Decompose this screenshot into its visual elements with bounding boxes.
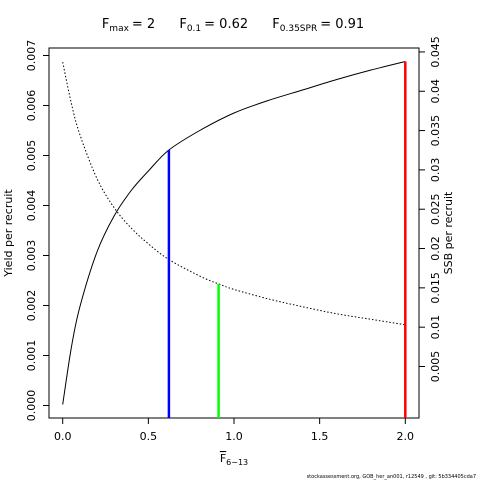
x-axis: 0.0 0.5 1.0 1.5 2.0 (54, 418, 414, 443)
plot-frame (48, 47, 420, 419)
y-axis-right-title: SSB per recruit (442, 191, 455, 274)
y-left-tick-label: 0.006 (25, 90, 38, 122)
y-left-tick-label: 0.005 (25, 140, 38, 172)
y-left-tick-label: 0.007 (25, 40, 38, 72)
yield-per-recruit-line (62, 61, 406, 405)
x-axis-title: F6−13 (220, 452, 248, 467)
title-f01-sub: 0.1 (187, 24, 201, 34)
x-tick-label: 0.5 (140, 430, 158, 443)
x-tick-label: 1.0 (225, 430, 243, 443)
y-right-tick-label: 0.04 (429, 79, 442, 104)
x-tick-label: 2.0 (397, 430, 415, 443)
y-left-tick-label: 0.000 (25, 390, 38, 422)
y-right-tick-label: 0.03 (429, 158, 442, 183)
y-left-tick-label: 0.002 (25, 290, 38, 322)
title-fmax-value: = 2 (132, 17, 155, 32)
title-f01: F (179, 17, 186, 32)
title-fspr: F (272, 17, 279, 32)
y-left-tick-label: 0.001 (25, 340, 38, 372)
y-right-tick-label: 0.035 (429, 115, 442, 147)
reference-lines (167, 61, 407, 418)
title-f01-value: = 0.62 (204, 17, 248, 32)
y-axis-right: 0.005 0.01 0.015 0.02 0.025 0.03 0.035 0.04 0.04… (419, 36, 442, 382)
y-right-tick-label: 0.015 (429, 272, 442, 304)
title-fmax: F (102, 17, 109, 32)
footer-credit: stockassessment.org, GOB_her_an001, r125… (307, 474, 476, 480)
title-fspr-sub: 0.35SPR (280, 24, 317, 34)
y-right-tick-label: 0.005 (429, 351, 442, 383)
ssb-per-recruit-line (62, 62, 406, 326)
title-fspr-value: = 0.91 (320, 17, 364, 32)
y-axis-left-title: Yield per recruit (2, 189, 15, 278)
y-left-tick-label: 0.003 (25, 240, 38, 272)
x-tick-label: 0.0 (54, 430, 72, 443)
y-right-tick-label: 0.025 (429, 193, 442, 225)
title-fmax-sub: max (109, 24, 129, 34)
y-left-tick-label: 0.004 (25, 190, 38, 222)
x-tick-label: 1.5 (311, 430, 329, 443)
y-right-tick-label: 0.045 (429, 36, 442, 68)
chart-title: Fmax = 2 F0.1 = 0.62 F0.35SPR = 0.91 (102, 17, 364, 34)
y-right-tick-label: 0.01 (429, 315, 442, 340)
series-layer (62, 61, 406, 405)
y-axis-left: 0.000 0.001 0.002 0.003 0.004 0.005 0.006 0.007 (25, 40, 49, 422)
y-right-tick-label: 0.02 (429, 236, 442, 261)
